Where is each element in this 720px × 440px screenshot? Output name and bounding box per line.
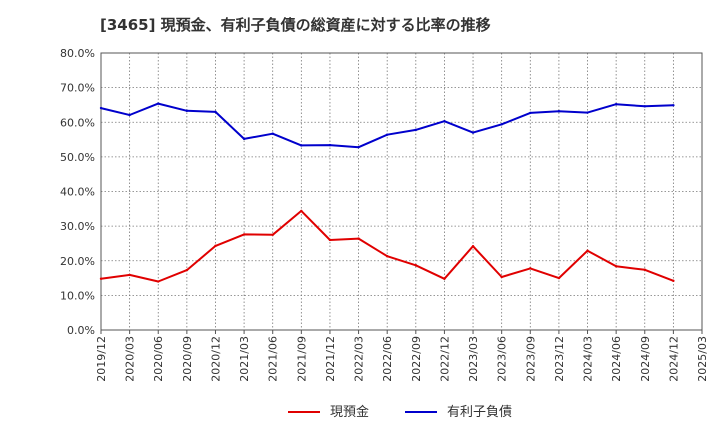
- data-point: [271, 233, 274, 236]
- data-point: [557, 276, 561, 280]
- data-point: [214, 110, 217, 114]
- x-tick-label: 2025/03: [696, 336, 709, 382]
- data-point: [99, 277, 103, 280]
- y-tick-label: 10.0%: [60, 289, 95, 302]
- data-point: [471, 245, 475, 248]
- data-point: [185, 268, 189, 272]
- x-tick-label: 2022/09: [410, 336, 423, 382]
- chart-title: [3465] 現預金、有利子負債の総資産に対する比率の推移: [100, 16, 491, 34]
- data-point: [357, 237, 360, 240]
- data-point: [214, 244, 217, 248]
- y-tick-label: 80.0%: [60, 47, 95, 60]
- x-tick-label: 2021/03: [238, 336, 251, 382]
- x-tick-label: 2021/12: [324, 336, 337, 382]
- x-tick-label: 2021/06: [267, 336, 280, 382]
- data-point: [414, 128, 418, 132]
- data-point: [557, 109, 561, 113]
- data-point: [300, 144, 303, 147]
- data-point: [357, 145, 360, 149]
- data-point: [586, 111, 589, 114]
- legend: 現預金 有利子負債: [288, 404, 512, 420]
- data-point: [586, 249, 589, 252]
- data-point: [414, 264, 418, 267]
- data-point: [128, 113, 131, 117]
- legend-label: 現預金: [330, 404, 369, 420]
- data-point: [242, 137, 246, 141]
- y-tick-label: 0.0%: [67, 324, 95, 337]
- data-point: [643, 268, 646, 271]
- data-point: [672, 279, 675, 283]
- data-point: [328, 238, 332, 242]
- data-point: [157, 102, 160, 105]
- grid: [100, 52, 703, 331]
- data-point: [614, 103, 618, 106]
- x-tick-label: 2020/12: [209, 336, 222, 382]
- x-tick-label: 2024/12: [667, 336, 680, 382]
- data-point: [300, 209, 303, 213]
- y-tick-label: 50.0%: [60, 151, 95, 164]
- y-tick-label: 60.0%: [60, 116, 95, 129]
- data-point: [500, 123, 503, 126]
- data-point: [157, 280, 160, 283]
- x-tick-label: 2024/06: [610, 336, 623, 382]
- plot-frame: [100, 52, 703, 331]
- x-tick-label: 2022/12: [438, 336, 451, 382]
- data-point: [271, 132, 274, 135]
- y-tick-label: 20.0%: [60, 255, 95, 268]
- y-tick-label: 30.0%: [60, 220, 95, 233]
- x-tick-label: 2024/03: [582, 336, 595, 382]
- data-point: [185, 109, 189, 113]
- data-point: [443, 277, 446, 280]
- x-tick-label: 2022/06: [381, 336, 394, 382]
- data-point: [672, 104, 675, 107]
- x-tick-label: 2020/06: [152, 336, 165, 382]
- data-point: [242, 233, 246, 236]
- x-tick-label: 2022/03: [353, 336, 366, 382]
- x-tick-label: 2019/12: [95, 336, 108, 382]
- x-tick-label: 2023/12: [553, 336, 566, 382]
- data-point: [443, 120, 446, 123]
- data-point: [643, 105, 646, 108]
- x-tick-label: 2023/03: [467, 336, 480, 382]
- data-point: [529, 111, 532, 115]
- data-point: [385, 255, 389, 258]
- series: [99, 102, 675, 283]
- data-point: [385, 133, 389, 136]
- data-point: [471, 131, 475, 134]
- data-point: [128, 273, 131, 277]
- y-tick-label: 40.0%: [60, 186, 95, 199]
- x-tick-label: 2024/09: [639, 336, 652, 382]
- x-tick-label: 2023/06: [496, 336, 509, 382]
- data-point: [529, 267, 532, 270]
- data-point: [500, 275, 503, 279]
- data-point: [328, 143, 332, 147]
- legend-label: 有利子負債: [447, 405, 512, 420]
- x-tick-label: 2023/09: [524, 336, 537, 382]
- x-tick-label: 2020/03: [124, 336, 137, 382]
- data-point: [99, 106, 103, 110]
- x-tick-label: 2021/09: [295, 336, 308, 382]
- y-tick-label: 70.0%: [60, 82, 95, 95]
- axes: 0.0% 10.0% 20.0% 30.0% 40.0% 50.0% 60.0% 70.0% 8…: [60, 47, 709, 382]
- x-tick-label: 2020/09: [181, 336, 194, 382]
- data-point: [614, 265, 618, 268]
